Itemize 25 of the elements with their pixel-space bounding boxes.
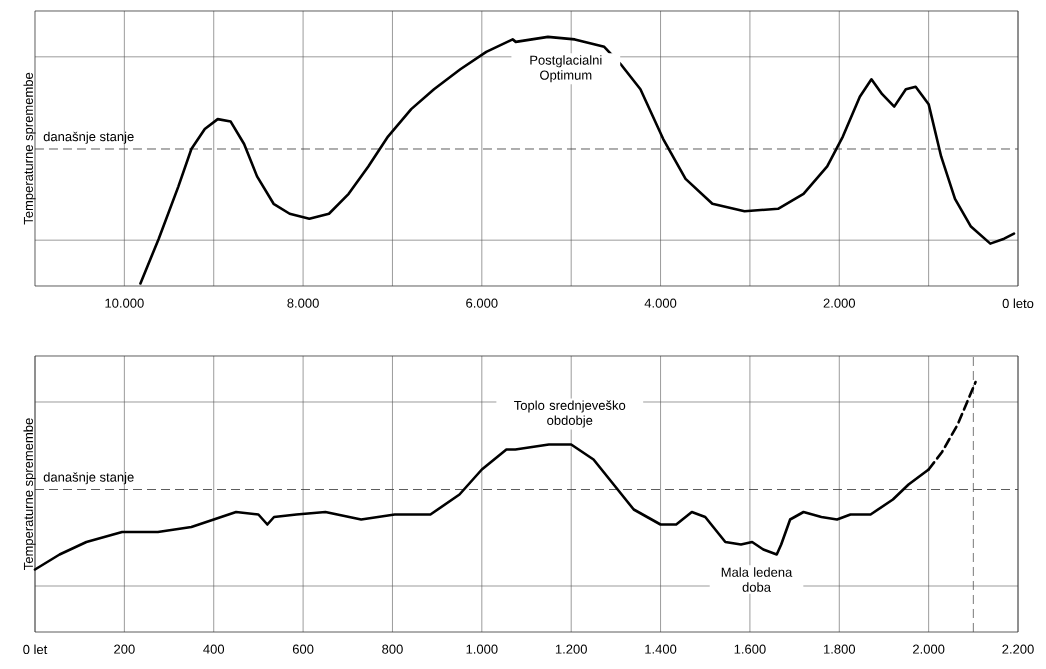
x-tick-label: 200 xyxy=(114,644,135,654)
x-tick-label: 2.200 xyxy=(1002,644,1034,654)
ref-line-label: današnje stanje xyxy=(43,472,134,485)
x-tick-label: 800 xyxy=(382,644,403,654)
x-tick-label: 1.000 xyxy=(466,644,498,654)
x-tick-label: 1.200 xyxy=(555,644,587,654)
x-tick-label: 0 leto xyxy=(1002,298,1034,309)
y-axis-title: Temperaturne spremembe xyxy=(23,418,36,570)
x-tick-label: 2.000 xyxy=(913,644,945,654)
x-tick-label: 400 xyxy=(203,644,225,654)
y-axis-title: Temperaturne spremembe xyxy=(23,72,36,225)
x-tick-label: 4.000 xyxy=(644,298,677,308)
x-tick-label: 6.000 xyxy=(466,298,498,308)
annotation: Toplo srednjeveško obdobje xyxy=(514,400,626,428)
x-tick-label: 1.400 xyxy=(645,644,677,654)
x-tick-label: 600 xyxy=(292,644,314,654)
annotation: Postglacialni Optimum xyxy=(530,55,602,83)
x-tick-label: 10.000 xyxy=(105,298,144,308)
ref-line-label: današnje stanje xyxy=(43,131,134,144)
x-tick-label: 1.800 xyxy=(824,644,856,654)
x-tick-label: 0 let xyxy=(23,644,48,655)
x-tick-label: 2.000 xyxy=(823,298,856,308)
annotation: Mala ledena doba xyxy=(721,567,793,592)
x-tick-label: 8.000 xyxy=(287,298,319,308)
x-tick-label: 1.600 xyxy=(734,644,766,654)
